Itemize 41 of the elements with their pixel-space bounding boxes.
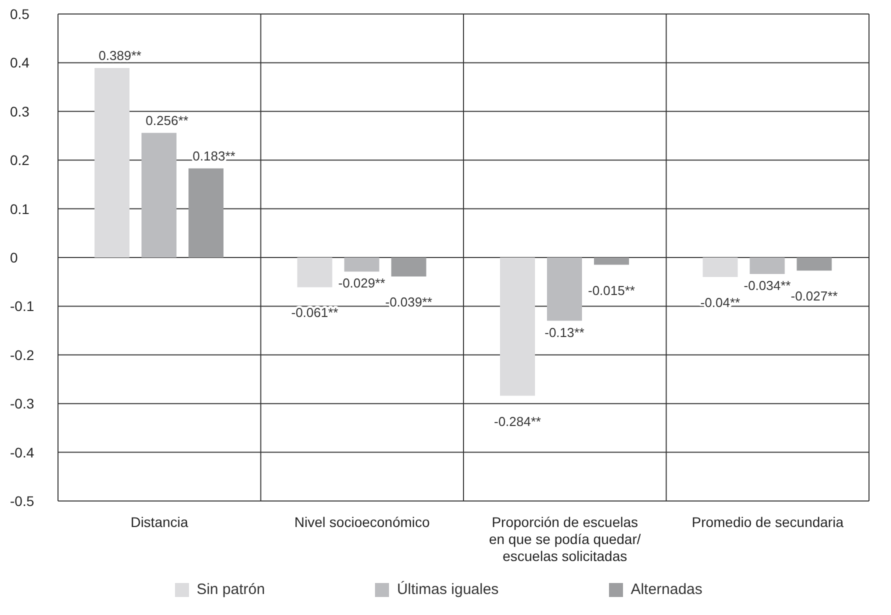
bar [141, 132, 176, 258]
y-tick-label: 0.5 [10, 6, 30, 22]
data-label: -0.029** [338, 276, 386, 291]
legend-label: Sin patrón [196, 581, 265, 598]
x-tick-label: Promedio de secundaria [692, 514, 844, 530]
bar [594, 258, 629, 265]
data-label: -0.027** [790, 288, 838, 304]
legend-label: Alternadas [630, 581, 702, 598]
y-tick-label: 0.3 [10, 103, 30, 120]
bar [796, 258, 832, 271]
bar [94, 68, 130, 258]
y-tick-label: 0.1 [10, 200, 30, 217]
bar [500, 258, 535, 396]
data-label: 0.256** [146, 112, 188, 128]
data-label: -0.061** [291, 305, 338, 320]
y-tick-label: -0.2 [10, 346, 34, 363]
bar [750, 258, 785, 274]
y-tick-label: 0.2 [10, 152, 30, 168]
bar [391, 258, 426, 276]
y-tick-label: -0.4 [10, 444, 34, 460]
bar [344, 258, 380, 272]
data-label: -0.034** [744, 278, 791, 294]
data-label: -0.039** [385, 294, 432, 310]
x-tick-label: Proporción de escuelas en que se podía quedar/ escuelas solicitadas [488, 514, 641, 564]
y-tick-label: 0 [10, 249, 18, 266]
bar [188, 168, 224, 258]
data-label: -0.015** [588, 282, 635, 298]
y-tick-label: -0.3 [10, 396, 34, 412]
data-label: 0.389** [98, 48, 142, 64]
legend-label: Últimas iguales [396, 581, 499, 598]
x-tick-label: Distancia [130, 514, 188, 530]
bar [297, 258, 332, 288]
x-tick-label: Nivel socioeconómico [294, 514, 430, 530]
data-label: -0.13** [544, 324, 584, 340]
data-label: -0.284** [494, 414, 541, 429]
data-label: -0.04** [700, 294, 740, 310]
y-tick-label: -0.1 [10, 298, 34, 314]
y-tick-label: 0.4 [10, 54, 30, 71]
bar [546, 258, 582, 321]
bar [702, 258, 738, 277]
y-tick-label: -0.5 [10, 492, 34, 509]
